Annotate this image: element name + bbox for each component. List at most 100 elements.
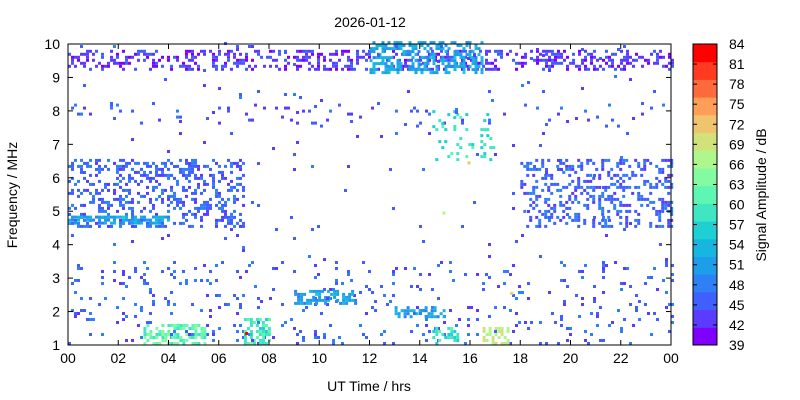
heatmap-cell: [506, 327, 510, 330]
heatmap-cell: [506, 52, 509, 56]
heatmap-cell: [140, 194, 143, 198]
heatmap-cell: [583, 221, 587, 225]
heatmap-cell: [239, 158, 242, 162]
heatmap-cell: [521, 64, 524, 68]
heatmap-cell: [104, 200, 107, 204]
heatmap-cell: [170, 188, 173, 192]
heatmap-cell: [203, 179, 206, 183]
heatmap-cell: [296, 64, 299, 68]
heatmap-cell: [134, 225, 137, 228]
heatmap-cell: [308, 255, 311, 258]
heatmap-cell: [425, 318, 428, 321]
heatmap-cell: [459, 65, 463, 69]
heatmap-cell: [248, 264, 251, 267]
heatmap-cell: [482, 339, 486, 342]
heatmap-cell: [146, 161, 149, 165]
heatmap-cell: [251, 201, 254, 204]
heatmap-cell: [482, 327, 486, 330]
heatmap-cell: [535, 167, 539, 171]
heatmap-cell: [155, 197, 158, 201]
heatmap-cell: [176, 333, 180, 336]
heatmap-cell: [500, 52, 503, 56]
heatmap-cell: [619, 215, 623, 219]
heatmap-cell: [562, 215, 566, 219]
heatmap-cell-peak: [467, 161, 471, 165]
heatmap-cell: [152, 215, 155, 219]
heatmap-cell: [556, 182, 560, 186]
heatmap-cell: [628, 176, 632, 180]
heatmap-cell: [131, 240, 134, 243]
heatmap-cell: [520, 185, 524, 189]
heatmap-cell: [191, 49, 194, 53]
heatmap-cell: [403, 309, 407, 313]
heatmap-cell: [306, 301, 310, 305]
heatmap-cell: [425, 339, 428, 342]
heatmap-cell: [435, 65, 439, 69]
heatmap-cell: [309, 301, 313, 305]
heatmap-cell: [149, 176, 152, 180]
heatmap-cell: [218, 106, 221, 110]
heatmap-cell: [173, 333, 177, 336]
heatmap-cell: [625, 218, 629, 222]
heatmap-cell: [74, 215, 77, 219]
heatmap-cell: [242, 161, 245, 165]
heatmap-cell: [146, 164, 149, 168]
heatmap-cell: [626, 55, 629, 59]
heatmap-cell: [464, 49, 467, 53]
heatmap-cell: [185, 176, 188, 180]
heatmap-cell: [462, 47, 466, 51]
heatmap-cell: [185, 333, 189, 336]
heatmap-cell: [239, 164, 242, 168]
heatmap-cell: [203, 206, 206, 210]
heatmap-cell: [559, 158, 563, 162]
heatmap-cell: [632, 58, 635, 62]
heatmap-cell: [419, 58, 422, 62]
heatmap-cell: [548, 55, 551, 59]
heatmap-cell: [432, 53, 436, 57]
heatmap-cell: [182, 215, 185, 219]
heatmap-cell: [80, 309, 83, 312]
heatmap-cell: [635, 52, 638, 56]
heatmap-cell: [218, 218, 221, 222]
heatmap-cell: [173, 270, 176, 273]
heatmap-cell: [233, 224, 236, 228]
heatmap-cell: [544, 215, 548, 219]
heatmap-cell: [515, 67, 518, 71]
heatmap-cell: [369, 47, 373, 51]
heatmap-cell: [164, 297, 167, 300]
heatmap-cell: [572, 61, 575, 65]
heatmap-cell: [188, 327, 192, 330]
heatmap-cell: [647, 58, 650, 62]
heatmap-cell: [125, 200, 128, 204]
heatmap-cell: [242, 336, 245, 339]
heatmap-cell: [107, 64, 110, 68]
heatmap-cell: [372, 50, 376, 54]
heatmap-cell: [667, 173, 671, 177]
heatmap-cell: [565, 221, 569, 225]
heatmap-cell: [182, 324, 186, 327]
heatmap-cell: [347, 64, 350, 68]
heatmap-cell: [185, 158, 188, 162]
heatmap-cell: [617, 124, 620, 128]
heatmap-cell: [152, 64, 155, 68]
heatmap-cell: [590, 61, 593, 65]
heatmap-cell: [146, 282, 149, 285]
heatmap-cell: [359, 324, 362, 327]
heatmap-cell: [620, 282, 623, 285]
heatmap-cell: [480, 71, 484, 75]
heatmap-cell: [422, 333, 425, 336]
heatmap-cell: [293, 270, 296, 273]
heatmap-cell: [134, 52, 137, 56]
heatmap-cell: [560, 168, 563, 171]
heatmap-cell: [659, 49, 662, 53]
heatmap-cell: [523, 164, 527, 168]
heatmap-cell: [191, 167, 194, 171]
heatmap-cell: [333, 289, 337, 293]
heatmap-cell: [566, 120, 569, 123]
heatmap-cell: [86, 55, 89, 59]
heatmap-cell: [631, 191, 635, 195]
heatmap-cell: [474, 65, 478, 69]
heatmap-cell: [604, 158, 608, 162]
heatmap-cell: [242, 224, 245, 228]
heatmap-cell: [635, 294, 638, 297]
